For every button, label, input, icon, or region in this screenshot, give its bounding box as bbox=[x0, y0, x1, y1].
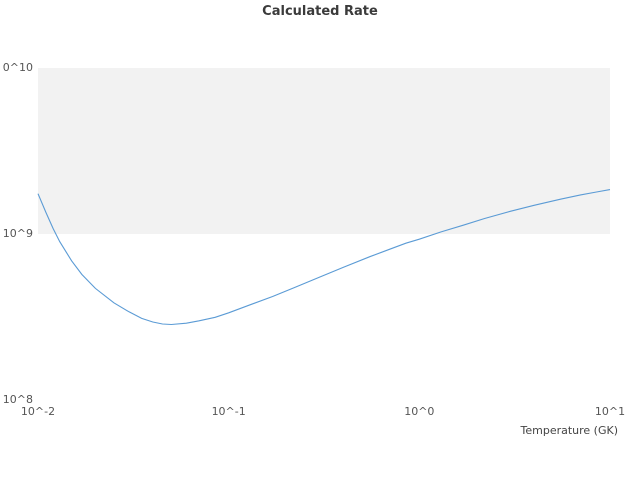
x-tick-label: 10^1 bbox=[594, 405, 626, 418]
x-tick-label: 10^0 bbox=[404, 405, 435, 418]
highlight-band bbox=[38, 68, 610, 234]
x-tick-label: 10^-2 bbox=[20, 405, 56, 418]
rate-line-series bbox=[37, 189, 611, 326]
y-tick-label: 0^10 bbox=[2, 61, 33, 74]
y-tick-label: 10^9 bbox=[2, 227, 33, 240]
chart-title: Calculated Rate bbox=[262, 4, 378, 19]
x-tick-label: 10^-1 bbox=[211, 405, 246, 418]
y-tick-label: 10^8 bbox=[2, 393, 33, 406]
x-axis-label: Temperature (GK) bbox=[520, 424, 619, 437]
